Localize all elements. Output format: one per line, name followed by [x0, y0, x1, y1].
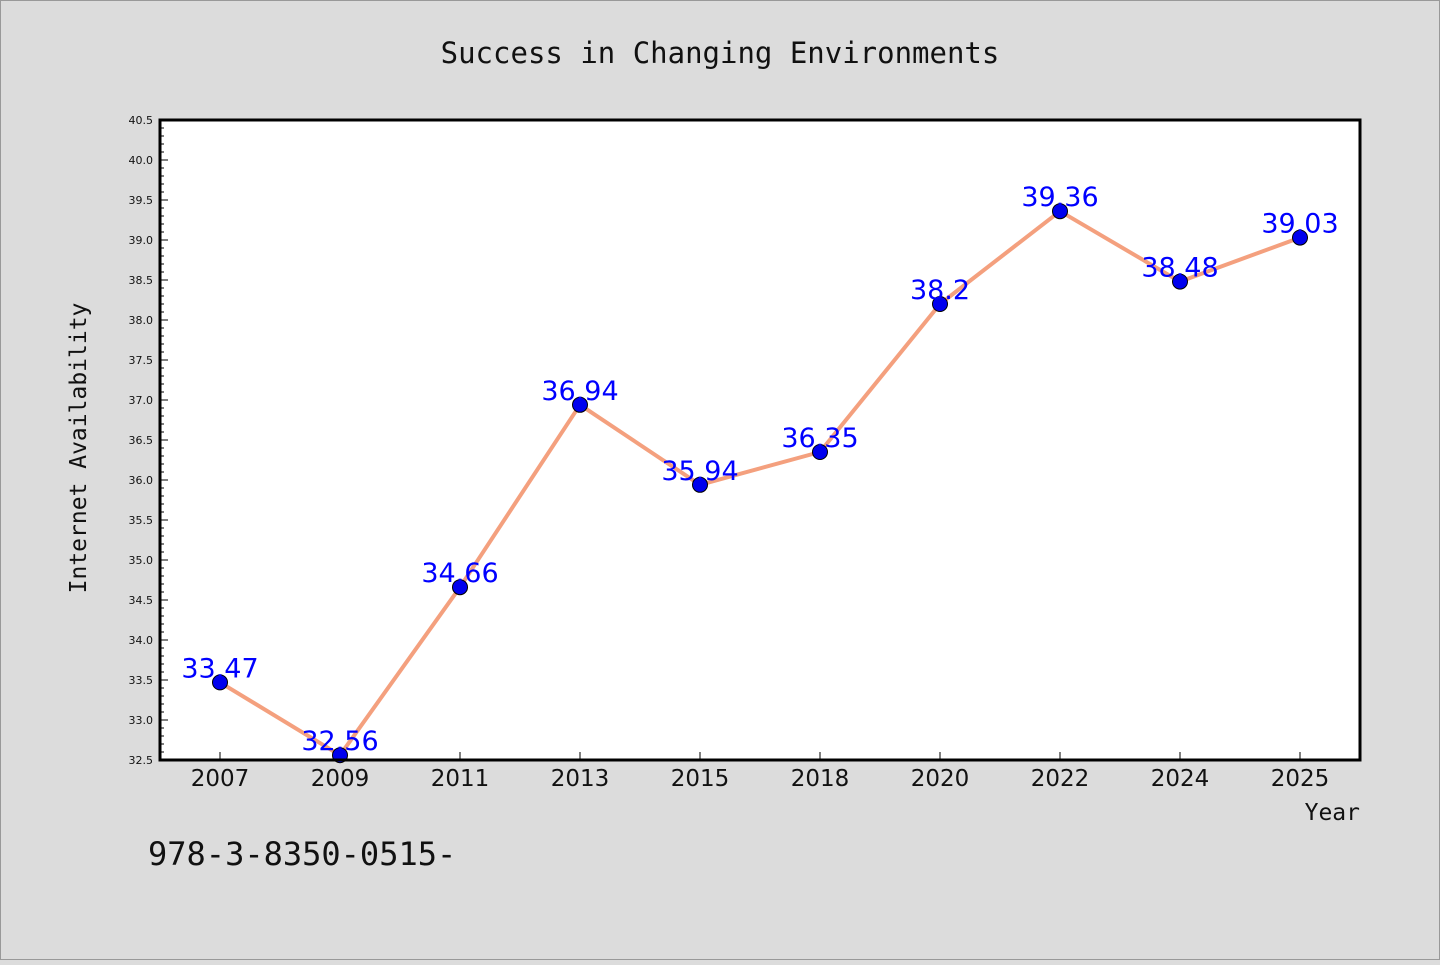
data-point [212, 674, 228, 691]
y-tick-label: 36.0 [129, 474, 154, 487]
y-tick-label: 35.0 [129, 554, 154, 567]
data-point [452, 579, 468, 596]
data-label: 39.03 [1261, 209, 1338, 240]
y-tick-label: 36.5 [129, 434, 154, 447]
x-tick-label: 2015 [671, 766, 730, 792]
y-tick-label: 38.0 [129, 314, 154, 327]
x-tick-label: 2025 [1271, 766, 1330, 792]
x-tick-label: 2013 [551, 766, 610, 792]
chart-title: Success in Changing Environments [441, 36, 1000, 70]
data-point [812, 444, 828, 460]
y-tick-label: 38.5 [129, 274, 154, 287]
x-tick-label: 2007 [191, 766, 250, 792]
y-axis: 32.5 33.0 33.5 34.0 34.5 35.0 35.5 36.0 36.5 37.0… [129, 114, 168, 767]
data-point [932, 296, 948, 312]
y-tick-label: 40.5 [129, 114, 154, 127]
y-tick-label: 37.0 [129, 394, 154, 407]
data-point [1172, 273, 1188, 290]
y-tick-label: 34.5 [129, 594, 154, 607]
data-label: 38.48 [1141, 253, 1218, 284]
data-label: 35.94 [661, 456, 738, 487]
y-tick-label: 40.0 [129, 154, 154, 167]
data-point [1292, 229, 1308, 246]
x-tick-label: 2018 [791, 766, 850, 792]
x-tick-label: 2020 [911, 766, 970, 792]
data-point [1052, 203, 1068, 220]
plot-area [160, 120, 1360, 760]
y-tick-label: 35.5 [129, 514, 154, 527]
y-tick-label: 33.0 [129, 714, 154, 727]
x-axis-label: Year [1305, 800, 1360, 826]
y-tick-label: 39.5 [129, 194, 154, 207]
x-tick-label: 2009 [311, 766, 370, 792]
isbn-text: 978-3-8350-0515- [148, 835, 456, 873]
y-tick-label: 32.5 [129, 754, 154, 767]
series-line [218, 209, 1301, 758]
x-tick-label: 2022 [1031, 766, 1090, 792]
plot-frame [158, 118, 1362, 762]
y-tick-label: 39.0 [129, 234, 154, 247]
data-point [692, 476, 708, 493]
data-label: 36.35 [781, 423, 858, 454]
y-axis-label: Internet Availability [66, 303, 92, 594]
y-tick-label: 37.5 [129, 354, 154, 367]
y-tick-label: 34.0 [129, 634, 154, 647]
data-label: 36.94 [541, 376, 618, 407]
x-tick-label: 2024 [1151, 766, 1210, 792]
x-tick-label: 2011 [431, 766, 490, 792]
data-label: 39.36 [1021, 182, 1098, 213]
y-tick-label: 33.5 [129, 674, 154, 687]
data-label: 38.2 [910, 275, 970, 306]
data-label: 32.56 [301, 726, 378, 757]
data-label: 34.66 [421, 558, 498, 589]
data-point [572, 396, 588, 413]
series-group: 33.47 32.56 34.66 36.94 35.94 36.35 38.2 39.36 3… [181, 182, 1339, 764]
data-label: 33.47 [181, 653, 258, 684]
